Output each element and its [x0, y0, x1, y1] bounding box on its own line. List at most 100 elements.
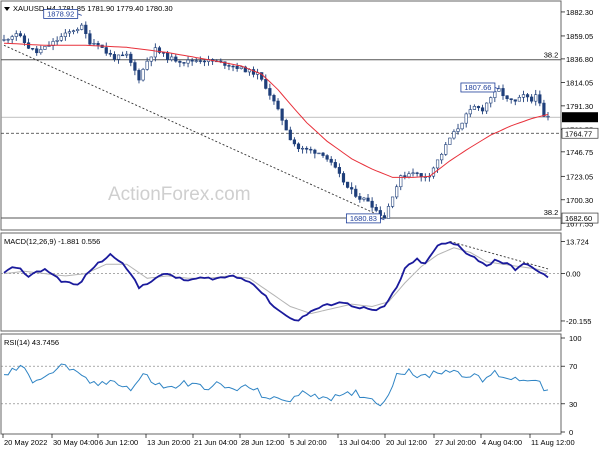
price-trendline — [3, 44, 385, 219]
candle-body — [296, 143, 301, 150]
candle-body — [194, 60, 198, 62]
macd-axis-tick-label: 13.724 — [566, 237, 589, 246]
candle-body — [157, 47, 162, 53]
candle-body — [88, 33, 92, 45]
price-callout-label: 1878.92 — [47, 9, 74, 18]
candle-body — [485, 102, 489, 112]
candle-body — [18, 33, 22, 37]
candle-body — [223, 61, 227, 66]
candle-body — [2, 39, 6, 41]
candle-body — [415, 172, 419, 174]
candle-body — [313, 149, 317, 154]
collapse-arrow-icon[interactable] — [4, 7, 10, 11]
support-price-tag — [561, 127, 599, 139]
candle-body — [84, 24, 88, 34]
candle-body — [284, 120, 288, 131]
candle-body — [239, 66, 243, 69]
candle-body — [104, 47, 108, 54]
price-axis-tick-label: 1700.30 — [566, 196, 593, 205]
time-axis-tick-label: 21 Jun 04:00 — [194, 438, 237, 447]
candle-body — [530, 96, 534, 102]
candle-body — [333, 162, 337, 168]
candle-body — [538, 94, 542, 104]
candle-body — [509, 98, 513, 101]
candle-body — [534, 94, 538, 102]
candle-body — [186, 59, 190, 64]
candle-body — [288, 129, 292, 141]
candle-body — [374, 207, 378, 211]
ohlc-values: 1781.85 1781.90 1779.40 1780.30 — [58, 4, 173, 13]
fib-label-upper: 38.2 — [544, 51, 559, 60]
candle-body — [501, 88, 505, 97]
price-candles — [2, 21, 550, 221]
candle-body — [460, 122, 464, 130]
price-axis-tick-label: 1791.30 — [566, 102, 593, 111]
moving-average-line — [3, 42, 549, 178]
price-axis-tick-label: 1677.55 — [566, 219, 593, 228]
candle-body — [517, 97, 521, 102]
time-axis-tick-label: 13 Jun 20:00 — [147, 438, 190, 447]
price-callout-leader — [380, 218, 385, 221]
candle-body — [80, 24, 84, 30]
candle-body — [272, 95, 276, 102]
candle-body — [198, 60, 202, 62]
candle-body — [399, 175, 403, 188]
rsi-axis-tick-label: 0 — [569, 428, 573, 437]
time-axis-tick-label: 20 May 2022 — [4, 438, 47, 447]
symbol-label: XAUUSD,H4 — [13, 4, 56, 13]
candle-body — [403, 175, 407, 178]
macd-panel-frame — [0, 232, 562, 332]
candle-body — [325, 155, 329, 160]
candle-body — [329, 158, 333, 163]
candle-body — [489, 97, 493, 104]
candle-body — [505, 95, 509, 99]
time-axis-tick-label: 20 Jul 12:00 — [386, 438, 427, 447]
candle-body — [472, 106, 476, 110]
candle-body — [300, 147, 305, 150]
candle-body — [141, 69, 145, 81]
time-axis-tick-label: 11 Aug 12:00 — [531, 438, 575, 447]
time-axis-tick-label: 30 May 04:00 — [53, 438, 98, 447]
price-callout-leader — [494, 87, 500, 90]
candle-body — [337, 167, 341, 174]
candle-body — [108, 52, 112, 55]
bottom-level-value: 1682.60 — [565, 214, 592, 223]
candle-body — [382, 215, 386, 219]
candle-body — [63, 32, 67, 37]
current-price-tag — [562, 112, 598, 123]
candle-body — [350, 187, 354, 190]
price-axis-tick-label: 1814.05 — [566, 78, 593, 87]
candle-body — [10, 36, 14, 40]
candle-body — [354, 188, 358, 197]
candle-body — [448, 137, 452, 145]
candle-body — [444, 144, 448, 155]
time-axis-tick-label: 27 Jul 20:00 — [435, 438, 476, 447]
support-price-value: 1764.77 — [565, 129, 592, 138]
current-price-value: 1780.30 — [565, 113, 592, 122]
price-axis: 1882.301859.051836.801814.051791.301768.… — [561, 8, 599, 228]
candle-body — [137, 70, 141, 81]
candle-body — [39, 49, 43, 54]
macd-axis-tick-label: -20.155 — [566, 317, 591, 326]
candle-body — [276, 100, 280, 110]
candle-body — [358, 196, 362, 200]
candle-body — [440, 154, 444, 161]
candle-body — [231, 65, 235, 68]
candle-body — [92, 42, 96, 45]
macd-axis-tick-label: 0.00 — [566, 270, 581, 279]
time-axis-tick-label: 13 Jul 04:00 — [339, 438, 380, 447]
candle-body — [22, 35, 27, 44]
candle-body — [468, 109, 472, 115]
candle-body — [419, 173, 423, 178]
candle-body — [26, 42, 31, 49]
candle-body — [125, 53, 129, 56]
candle-body — [43, 45, 47, 50]
candle-body — [145, 60, 149, 70]
candle-body — [264, 79, 268, 89]
candle-body — [309, 148, 313, 151]
time-axis-tick-label: 28 Jun 12:00 — [241, 438, 284, 447]
rsi-guides — [1, 365, 561, 405]
candle-body — [170, 56, 174, 60]
candle-body — [190, 59, 194, 62]
macd-axis: 13.724 0.00 -20.155 — [561, 237, 591, 326]
